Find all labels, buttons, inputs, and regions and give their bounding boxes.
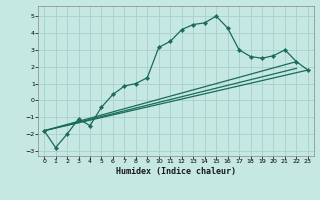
X-axis label: Humidex (Indice chaleur): Humidex (Indice chaleur) [116, 167, 236, 176]
